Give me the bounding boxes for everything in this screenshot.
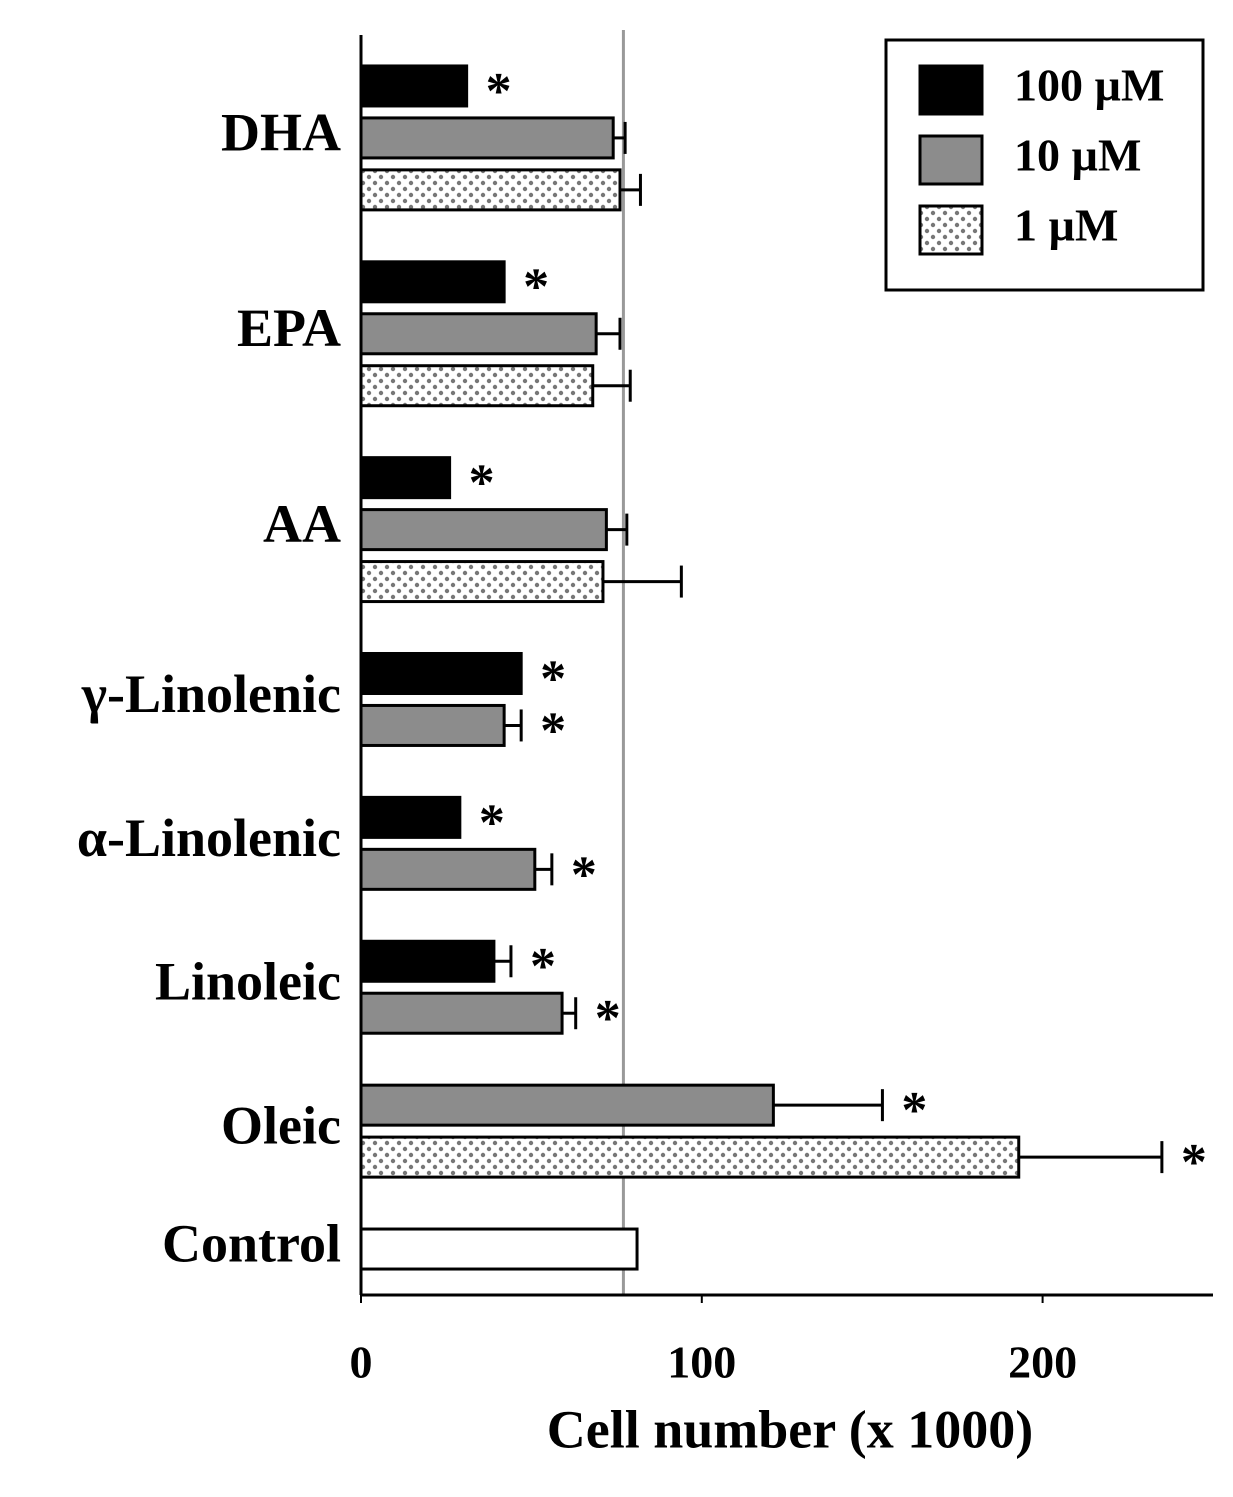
legend-label: 1 µM: [1014, 200, 1118, 251]
bar: [359, 168, 622, 212]
y-tick-label: AA: [263, 494, 341, 554]
significance-mark: *: [530, 938, 556, 995]
legend-label: 10 µM: [1014, 130, 1141, 181]
bar: [359, 1227, 639, 1271]
y-tick-label: DHA: [221, 102, 341, 162]
significance-mark: *: [571, 846, 597, 903]
bar: [359, 939, 496, 983]
y-tick-label: α-Linolenic: [77, 808, 341, 868]
legend-swatch: [918, 64, 984, 116]
bar: [359, 364, 595, 408]
y-tick-label: Linoleic: [155, 952, 341, 1012]
bar: [359, 260, 506, 304]
significance-mark: *: [540, 702, 566, 759]
y-tick-label: Control: [162, 1213, 341, 1273]
y-tick-label: Oleic: [221, 1096, 341, 1156]
y-tick-label: γ-Linolenic: [81, 664, 341, 724]
significance-mark: *: [479, 794, 505, 851]
bar: [359, 64, 469, 108]
bar: [359, 847, 537, 891]
bar: [359, 116, 615, 160]
legend-swatch: [918, 134, 984, 186]
bar: [359, 560, 605, 604]
significance-mark: *: [486, 63, 512, 120]
x-axis-title: Cell number (x 1000): [547, 1399, 1033, 1459]
significance-mark: *: [469, 455, 495, 512]
bar: [359, 1083, 775, 1127]
legend-label: 100 µM: [1014, 60, 1164, 111]
y-tick-label: EPA: [237, 298, 341, 358]
bar: [359, 1135, 1021, 1179]
bar: [359, 795, 462, 839]
bar: [359, 991, 564, 1035]
bar: [359, 703, 506, 747]
significance-mark: *: [1181, 1134, 1207, 1191]
x-tick-label: 200: [1008, 1337, 1077, 1388]
significance-mark: *: [523, 259, 549, 316]
bar: [359, 456, 452, 500]
bar: [359, 312, 598, 356]
legend-swatch: [918, 204, 984, 256]
bar: [359, 508, 608, 552]
bar: [359, 651, 523, 695]
significance-mark: *: [595, 990, 621, 1047]
significance-mark: *: [540, 650, 566, 707]
x-tick-label: 0: [350, 1337, 373, 1388]
x-tick-label: 100: [667, 1337, 736, 1388]
significance-mark: *: [901, 1082, 927, 1139]
